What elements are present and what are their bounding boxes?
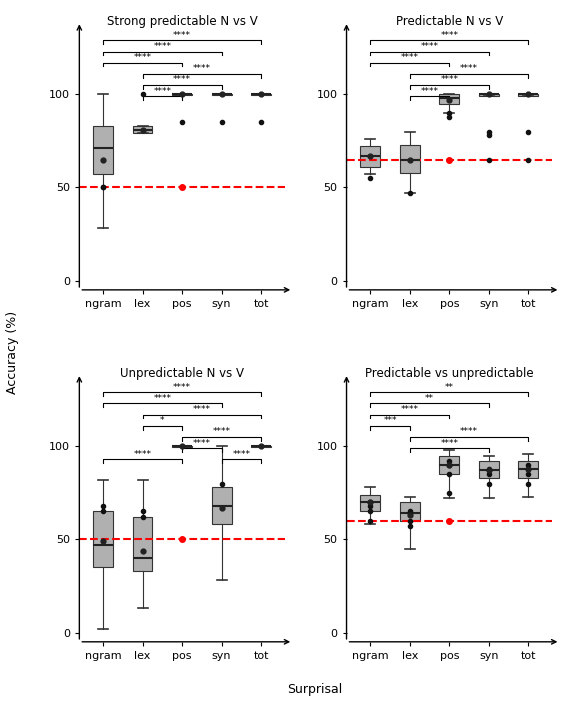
Text: *: * xyxy=(160,416,165,425)
Text: ****: **** xyxy=(153,42,172,51)
Text: ****: **** xyxy=(420,42,439,51)
PathPatch shape xyxy=(93,126,113,175)
Text: ****: **** xyxy=(440,31,458,40)
PathPatch shape xyxy=(439,94,459,103)
Text: **: ** xyxy=(445,383,454,391)
PathPatch shape xyxy=(133,126,153,134)
Text: ****: **** xyxy=(420,87,439,96)
PathPatch shape xyxy=(172,94,192,95)
Title: Strong predictable N vs V: Strong predictable N vs V xyxy=(107,15,257,28)
PathPatch shape xyxy=(133,517,153,571)
Text: ****: **** xyxy=(173,31,191,40)
Text: ****: **** xyxy=(232,450,251,459)
PathPatch shape xyxy=(518,94,538,96)
Text: ****: **** xyxy=(153,394,172,403)
Title: Unpredictable N vs V: Unpredictable N vs V xyxy=(120,367,244,380)
Text: ****: **** xyxy=(440,75,458,84)
Title: Predictable N vs V: Predictable N vs V xyxy=(396,15,503,28)
PathPatch shape xyxy=(360,495,380,512)
PathPatch shape xyxy=(518,461,538,478)
Text: ****: **** xyxy=(213,427,231,436)
Text: ****: **** xyxy=(134,53,152,62)
Text: ****: **** xyxy=(193,439,211,448)
PathPatch shape xyxy=(400,502,420,521)
Text: ****: **** xyxy=(440,439,458,448)
PathPatch shape xyxy=(251,94,271,95)
PathPatch shape xyxy=(93,512,113,567)
Text: ****: **** xyxy=(193,64,211,73)
Text: ****: **** xyxy=(401,53,419,62)
PathPatch shape xyxy=(172,446,192,447)
Text: ****: **** xyxy=(460,427,478,436)
PathPatch shape xyxy=(212,487,232,524)
Text: ****: **** xyxy=(193,405,211,414)
PathPatch shape xyxy=(400,144,420,172)
PathPatch shape xyxy=(360,146,380,167)
Title: Predictable vs unpredictable: Predictable vs unpredictable xyxy=(365,367,534,380)
Text: **: ** xyxy=(425,394,434,403)
Text: Surprisal: Surprisal xyxy=(287,684,342,696)
Text: ***: *** xyxy=(383,416,397,425)
PathPatch shape xyxy=(212,94,232,95)
PathPatch shape xyxy=(479,461,499,478)
Text: Accuracy (%): Accuracy (%) xyxy=(6,310,19,394)
PathPatch shape xyxy=(479,94,499,96)
Text: ****: **** xyxy=(401,405,419,414)
Text: ****: **** xyxy=(173,75,191,84)
Text: ****: **** xyxy=(153,87,172,96)
Text: ****: **** xyxy=(460,64,478,73)
PathPatch shape xyxy=(251,446,271,447)
Text: ****: **** xyxy=(173,383,191,391)
Text: ****: **** xyxy=(134,450,152,459)
PathPatch shape xyxy=(439,455,459,474)
